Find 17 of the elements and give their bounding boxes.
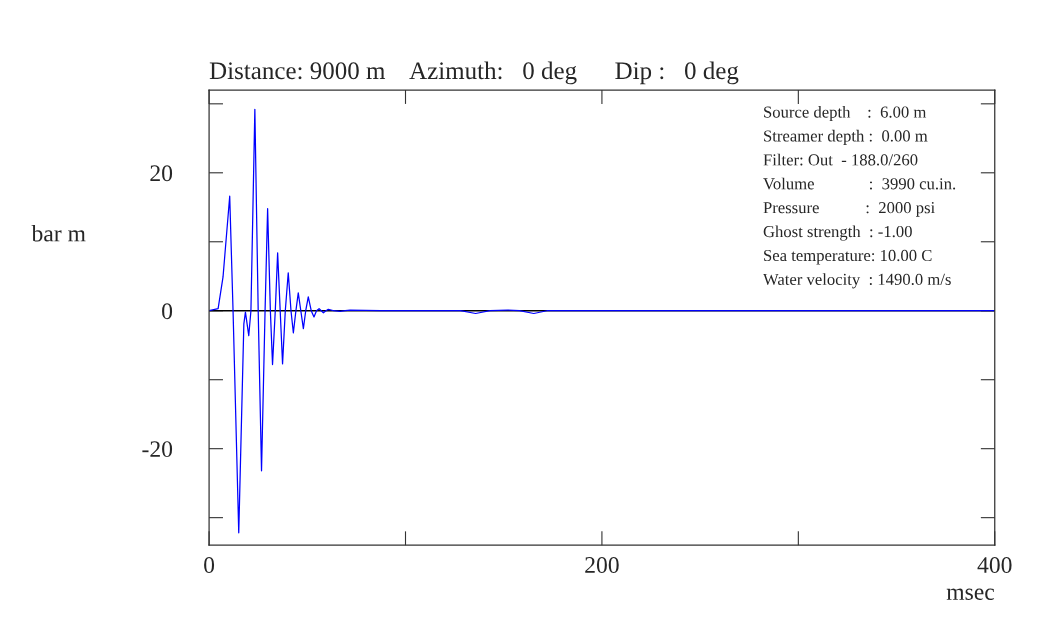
annotation: Filter: Out - 188.0/260 [763, 153, 918, 166]
annotation: Pressure : 2000 psi [763, 202, 935, 217]
chart-title: Distance: 9000 m Azimuth: 0 deg Dip : 0 deg [209, 61, 739, 85]
x-tick-label: 0 [204, 557, 215, 573]
annotation: Sea temperature: 10.00 C [764, 249, 932, 265]
y-tick-label: 20 [150, 165, 173, 182]
x-axis-title: msec [946, 588, 995, 600]
y-axis-title: bar m [31, 224, 86, 242]
x-tick-label: 200 [585, 557, 619, 573]
annotation: Volume : 3990 cu.in. [763, 177, 956, 190]
x-tick-label: 400 [977, 557, 1012, 573]
annotation: Ghost strength : -1.00 [763, 225, 912, 241]
y-tick-label: 0 [162, 303, 173, 320]
annotation: Source depth : 6.00 m [764, 105, 927, 122]
annotation: Streamer depth : 0.00 m [764, 129, 928, 145]
y-tick-label: -20 [142, 441, 173, 458]
annotation: Water velocity : 1490.0 m/s [763, 273, 951, 289]
